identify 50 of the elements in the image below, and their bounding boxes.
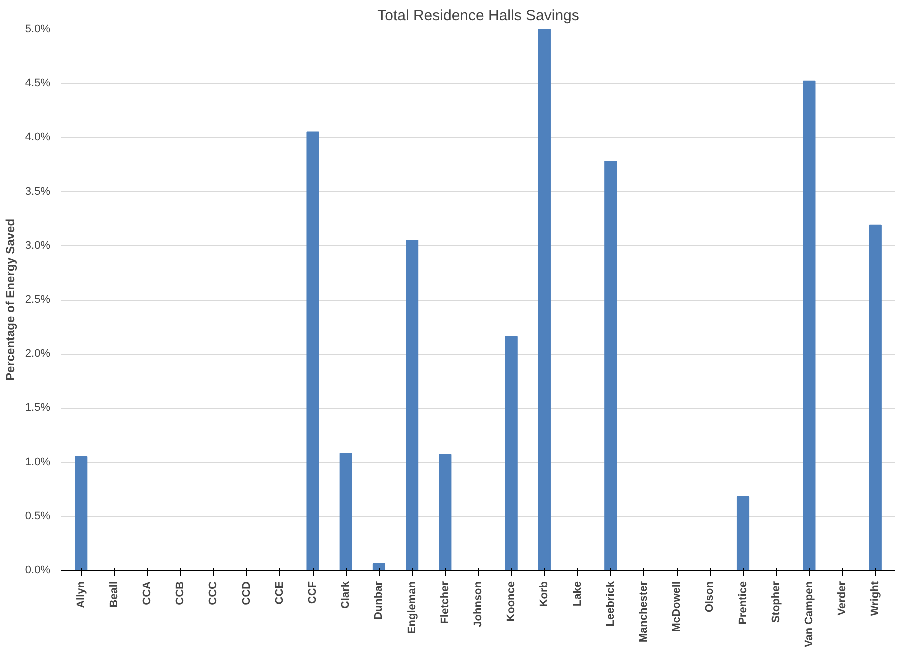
x-tick-label: CCA (142, 581, 154, 606)
y-tick-label: 2.5% (25, 294, 51, 306)
bar (736, 496, 750, 570)
x-tick-label: Wright (870, 581, 882, 616)
x-tick-label: CCD (240, 581, 253, 606)
x-tick-label: Lake (572, 581, 584, 607)
chart-title: Total Residence Halls Savings (378, 8, 580, 24)
x-tick-label: CCE (274, 581, 286, 605)
bar (803, 80, 816, 570)
x-tick-label: Dunbar (373, 580, 386, 620)
y-tick-label: 3.5% (25, 186, 51, 198)
bar (604, 161, 618, 570)
x-tick-label: Johnson (472, 581, 484, 628)
bar (340, 453, 352, 570)
x-tick-label: Engleman (406, 581, 418, 634)
x-tick-label: CCC (208, 581, 220, 606)
y-tick-label: 1.0% (25, 456, 51, 468)
bar (869, 224, 882, 570)
x-tick-label: Leebrick (604, 580, 617, 627)
x-tick-label: Allyn (75, 581, 88, 608)
bar (306, 132, 320, 570)
y-tick-label: 3.0% (25, 240, 51, 252)
bar (505, 336, 518, 570)
x-tick-label: Korb (538, 581, 551, 608)
x-tick-label: Beall (108, 581, 120, 608)
x-tick-label: Clark (340, 580, 352, 610)
bar (372, 564, 386, 570)
y-tick-label: 0.0% (25, 564, 51, 576)
x-tick-label: Fletcher (439, 580, 452, 624)
x-tick-label: Prentice (737, 581, 750, 625)
x-tick-label: Verder (836, 580, 849, 616)
bar (406, 240, 419, 570)
bar (75, 456, 88, 570)
x-tick-label: Van Campen (803, 581, 816, 648)
bar (538, 30, 551, 570)
y-tick-label: 2.0% (25, 348, 51, 360)
bar (439, 454, 452, 570)
y-tick-label: 5.0% (25, 24, 51, 36)
y-axis-title: Percentage of Energy Saved (3, 218, 18, 382)
y-tick-label: 4.5% (25, 78, 51, 90)
x-tick-label: Stopher (770, 580, 782, 624)
x-tick-label: Koonce (506, 581, 518, 622)
x-tick-label: CCB (174, 581, 187, 606)
y-tick-label: 1.5% (25, 402, 51, 414)
y-tick-label: 4.0% (25, 132, 51, 144)
x-tick-label: Olson (704, 581, 716, 613)
x-tick-label: McDowell (671, 581, 684, 632)
x-tick-label: CCF (307, 581, 320, 604)
y-tick-label: 0.5% (25, 510, 51, 522)
x-tick-label: Manchester (638, 580, 650, 643)
